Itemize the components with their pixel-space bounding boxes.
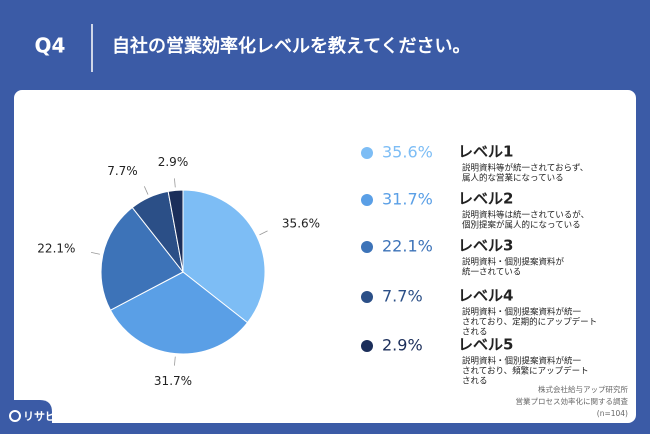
legend-label: レベル4	[458, 287, 513, 305]
legend-value: 2.9%	[382, 336, 423, 355]
legend-description: 説明資料・個別提案資料が統一	[462, 307, 582, 318]
legend-label: レベル3	[458, 237, 513, 255]
legend-description: 説明資料・個別提案資料が	[462, 257, 565, 268]
leader-line	[174, 356, 176, 366]
data-label: 31.7%	[154, 374, 192, 388]
legend-label: レベル2	[458, 190, 513, 208]
legend-label: レベル5	[458, 336, 513, 354]
legend-description: 個別提案が属人的になっている	[462, 220, 581, 231]
pie-slice	[182, 189, 266, 324]
legend-description: される	[462, 377, 488, 387]
legend-description: 説明資料・個別提案資料が統一	[462, 356, 582, 367]
legend-marker	[361, 340, 373, 352]
logo-tab	[0, 400, 52, 434]
legend: 35.6% レベル1 説明資料等が統一されておらず、属人的な営業になっている 31.7…	[361, 143, 597, 387]
question-number: Q4	[35, 34, 66, 58]
chart-title: 自社の営業効率化レベルを教えてください。	[112, 35, 471, 57]
source-line: (n=104)	[597, 409, 628, 418]
legend-description: されており、定期的にアップデート	[462, 317, 597, 328]
legend-label: レベル1	[458, 143, 513, 161]
data-label: 22.1%	[37, 242, 75, 256]
legend-value: 35.6%	[382, 143, 433, 162]
legend-description: 属人的な営業になっている	[462, 173, 564, 184]
leader-line	[259, 230, 268, 236]
logo: リサピー	[23, 410, 67, 423]
pie-slice	[100, 206, 184, 311]
source-line: 営業プロセス効率化に関する調査	[516, 396, 629, 406]
pie: 35.6% 31.7% 22.1% 7.7% 2.9%	[37, 155, 320, 388]
pie-slice	[167, 189, 184, 273]
leader-line	[90, 251, 100, 255]
legend-description: 統一されている	[462, 267, 521, 278]
data-label: 35.6%	[282, 216, 320, 230]
legend-description: されており、頻繁にアップデート	[462, 366, 589, 377]
data-label: 2.9%	[158, 155, 189, 169]
data-label: 7.7%	[107, 164, 138, 178]
legend-value: 22.1%	[382, 237, 433, 256]
logo-icon	[9, 410, 21, 422]
legend-marker	[361, 241, 373, 253]
legend-marker	[361, 194, 373, 206]
legend-marker	[361, 147, 373, 159]
legend-description: 説明資料等は統一されているが、	[462, 210, 589, 221]
leader-line	[174, 178, 176, 188]
source-line: 株式会社給与アップ研究所	[538, 384, 628, 394]
legend-marker	[361, 291, 373, 303]
legend-description: される	[462, 328, 488, 338]
legend-value: 31.7%	[382, 190, 433, 209]
leader-line	[143, 186, 149, 195]
legend-description: 説明資料等が統一されておらず、	[462, 163, 588, 174]
legend-value: 7.7%	[382, 287, 423, 306]
